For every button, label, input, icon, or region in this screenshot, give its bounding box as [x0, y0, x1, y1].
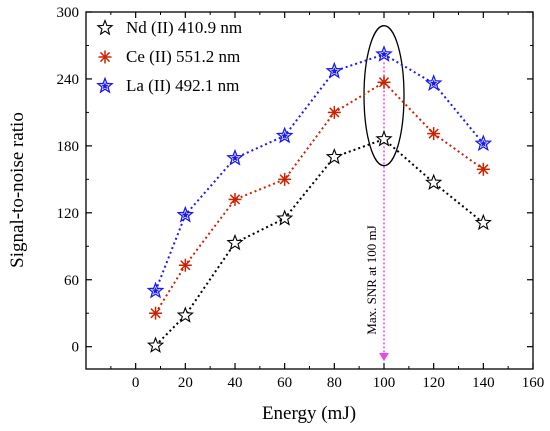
- data-point: [146, 336, 165, 353]
- y-tick-label: 180: [57, 139, 80, 155]
- legend-item-la: La (II) 492.1 nm: [96, 76, 239, 95]
- y-tick-label: 300: [57, 5, 80, 21]
- data-point: [176, 306, 194, 323]
- legend-label-nd: Nd (II) 410.9 nm: [126, 18, 242, 37]
- series-line: [154, 81, 484, 314]
- y-tick-label: 0: [72, 340, 80, 356]
- max-snr-annotation: Max. SNR at 100 mJ: [364, 225, 379, 334]
- x-tick-label: 160: [522, 375, 545, 391]
- data-point: [375, 130, 393, 147]
- series-1: [149, 75, 490, 320]
- legend-symbol: [98, 50, 112, 64]
- x-tick-label: 120: [422, 375, 445, 391]
- legend-marker-la: [96, 76, 114, 94]
- data-point: [325, 147, 343, 165]
- y-axis-title: Signal-to-noise ratio: [7, 112, 28, 268]
- data-point: [474, 213, 492, 231]
- data-point: [149, 306, 163, 320]
- series-0: [146, 130, 492, 353]
- max-snr-ellipse: [363, 25, 405, 167]
- data-point: [327, 105, 341, 119]
- data-point: [178, 258, 192, 272]
- data-point: [226, 233, 244, 251]
- legend: Nd (II) 410.9 nm Ce (II) 551.2 nm La (II…: [96, 18, 242, 95]
- legend-label-la: La (II) 492.1 nm: [126, 76, 239, 95]
- legend-marker-nd: [96, 18, 114, 36]
- x-tick-label: 0: [132, 375, 140, 391]
- data-point: [425, 173, 443, 191]
- data-point: [278, 172, 292, 186]
- data-point: [146, 281, 165, 299]
- data-point: [226, 148, 244, 166]
- y-tick-labels: 0 60 120 180 240 300: [57, 5, 80, 356]
- legend-label-ce: Ce (II) 551.2 nm: [126, 47, 240, 66]
- data-point: [228, 192, 242, 206]
- legend-marker-ce: [98, 50, 112, 64]
- data-point: [424, 74, 443, 91]
- x-tick-label: 20: [178, 375, 193, 391]
- y-tick-label: 120: [57, 206, 80, 222]
- x-tick-label: 80: [327, 375, 342, 391]
- data-point: [375, 45, 393, 62]
- data-point: [275, 126, 294, 144]
- x-tick-label: 140: [472, 375, 495, 391]
- data-point: [377, 75, 391, 89]
- data-point: [276, 209, 294, 226]
- legend-symbol: [96, 18, 114, 36]
- legend-symbol: [96, 76, 114, 94]
- axis-ticks: [86, 11, 534, 369]
- series-group: [146, 45, 493, 353]
- series-line: [154, 138, 484, 347]
- legend-item-nd: Nd (II) 410.9 nm: [96, 18, 242, 37]
- data-point: [476, 162, 490, 176]
- x-axis-title: Energy (mJ): [262, 403, 356, 424]
- y-tick-label: 240: [57, 72, 80, 88]
- data-point: [474, 134, 493, 152]
- data-point: [427, 127, 441, 141]
- data-point: [176, 205, 195, 223]
- x-tick-label: 100: [373, 375, 396, 391]
- series-2: [146, 45, 493, 299]
- data-point: [325, 61, 344, 79]
- x-tick-label: 40: [228, 375, 243, 391]
- legend-item-ce: Ce (II) 551.2 nm: [98, 47, 240, 66]
- x-tick-label: 60: [277, 375, 292, 391]
- x-tick-labels: 0 20 40 60 80 100 120 140 160: [132, 375, 544, 391]
- y-tick-label: 60: [64, 273, 79, 289]
